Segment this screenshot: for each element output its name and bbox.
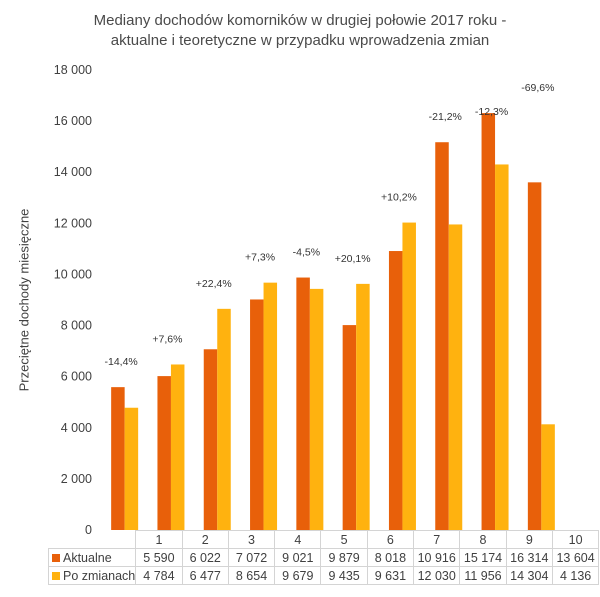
bar-po-zmianach-5 bbox=[309, 288, 324, 530]
table-value-cell: 12 030 bbox=[413, 566, 461, 585]
bar-po-zmianach-7 bbox=[402, 222, 416, 531]
bar-aktualne-8 bbox=[435, 142, 449, 530]
legend-label: Aktualne bbox=[63, 550, 112, 565]
chart-title-line-1: Mediany dochodów komorników w drugiej po… bbox=[93, 12, 507, 29]
table-category-cell: 4 bbox=[274, 530, 322, 549]
annotation-label: -12,3% bbox=[475, 106, 508, 118]
annotation-label: -21,2% bbox=[429, 111, 462, 123]
table-value-cell: 13 604 bbox=[551, 548, 600, 567]
annotation-label: +20,1% bbox=[335, 253, 371, 265]
table-value-cell: 16 314 bbox=[505, 548, 553, 567]
annotation-label: +10,2% bbox=[381, 192, 417, 204]
table-category-cell: 9 bbox=[505, 530, 553, 549]
bar-po-zmianach-2 bbox=[170, 364, 185, 530]
legend-entry: Po zmianach bbox=[47, 566, 137, 585]
y-tick-label: 6 000 bbox=[61, 370, 92, 384]
bar-aktualne-4 bbox=[250, 299, 264, 530]
chart-title-line-2: aktualne i teoretyczne w przypadku wprow… bbox=[110, 32, 490, 49]
table-value-cell: 9 021 bbox=[274, 548, 322, 567]
bar-aktualne-9 bbox=[481, 113, 496, 530]
bar-po-zmianach-6 bbox=[356, 283, 370, 530]
table-value-cell: 14 304 bbox=[505, 566, 553, 585]
bar-po-zmianach-9 bbox=[495, 164, 509, 530]
legend-label: Po zmianach bbox=[63, 568, 136, 583]
table-value-cell: 4 784 bbox=[135, 566, 183, 585]
legend-swatch bbox=[52, 553, 60, 562]
annotation-label: -4,5% bbox=[293, 247, 320, 259]
table-corner bbox=[48, 530, 137, 549]
table-category-cell: 2 bbox=[181, 530, 229, 549]
table-value-cell: 7 072 bbox=[227, 548, 276, 567]
bar-aktualne-5 bbox=[296, 277, 310, 530]
annotation-label: -14,4% bbox=[105, 356, 138, 368]
legend-swatch bbox=[52, 571, 60, 580]
y-tick-label: 18 000 bbox=[54, 63, 92, 77]
table-category-cell: 10 bbox=[551, 530, 600, 549]
bar-aktualne-6 bbox=[342, 325, 357, 530]
bar-aktualne-1 bbox=[111, 387, 125, 530]
bar-po-zmianach-1 bbox=[124, 407, 139, 530]
bar-aktualne-3 bbox=[203, 349, 218, 530]
legend-entry: Aktualne bbox=[47, 548, 137, 567]
annotation-label: +22,4% bbox=[196, 278, 232, 290]
y-tick-label: 8 000 bbox=[61, 319, 92, 333]
table-category-cell: 1 bbox=[135, 530, 183, 549]
bar-aktualne-7 bbox=[388, 251, 403, 530]
table-value-cell: 5 590 bbox=[135, 548, 183, 567]
table-value-cell: 9 679 bbox=[274, 566, 322, 585]
annotation-label: +7,6% bbox=[152, 333, 182, 345]
table-value-cell: 8 018 bbox=[366, 548, 415, 567]
table-row-po-zmianach: Po zmianach 4 784 6 477 8 654 9 679 9 435 9 63… bbox=[47, 566, 600, 585]
table-category-cell: 3 bbox=[227, 530, 276, 549]
table-value-cell: 9 435 bbox=[320, 566, 368, 585]
annotation-label: -69,6% bbox=[521, 82, 554, 94]
table-value-cell: 8 654 bbox=[227, 566, 276, 585]
y-tick-label: 14 000 bbox=[54, 165, 92, 179]
chart-title: Mediany dochodów komorników w drugiej po… bbox=[0, 11, 600, 51]
annotation-label: +7,3% bbox=[245, 252, 275, 264]
data-table: 1 2 3 4 5 6 7 8 9 10 Aktualne 5 590 6 022 7 072 9 021… bbox=[47, 530, 600, 585]
table-category-cell: 6 bbox=[366, 530, 415, 549]
y-tick-label: 4 000 bbox=[61, 421, 92, 435]
table-value-cell: 9 631 bbox=[366, 566, 415, 585]
table-row-aktualne: Aktualne 5 590 6 022 7 072 9 021 9 879 8 018 10… bbox=[47, 548, 600, 567]
bar-aktualne-10 bbox=[527, 182, 542, 530]
y-axis-ticks: 0 2 000 4 000 6 000 8 000 10 000 12 000 14 000 1… bbox=[54, 63, 92, 537]
table-category-cell: 5 bbox=[320, 530, 368, 549]
y-tick-label: 0 bbox=[85, 523, 92, 537]
table-value-cell: 6 477 bbox=[181, 566, 229, 585]
bar-aktualne-2 bbox=[157, 376, 171, 530]
y-tick-label: 2 000 bbox=[61, 472, 92, 486]
bar-po-zmianach-3 bbox=[217, 308, 231, 530]
table-category-cell: 8 bbox=[459, 530, 507, 549]
table-value-cell: 11 956 bbox=[459, 566, 507, 585]
bars bbox=[111, 113, 555, 531]
bar-po-zmianach-4 bbox=[263, 282, 278, 530]
y-tick-label: 12 000 bbox=[54, 216, 92, 230]
bar-po-zmianach-8 bbox=[448, 224, 463, 531]
y-tick-label: 16 000 bbox=[54, 114, 92, 128]
y-tick-label: 10 000 bbox=[54, 267, 92, 281]
table-value-cell: 10 916 bbox=[413, 548, 461, 567]
table-value-cell: 6 022 bbox=[181, 548, 229, 567]
table-category-cell: 7 bbox=[413, 530, 461, 549]
table-value-cell: 9 879 bbox=[320, 548, 368, 567]
table-row-categories: 1 2 3 4 5 6 7 8 9 10 bbox=[48, 530, 600, 549]
table-value-cell: 15 174 bbox=[459, 548, 507, 567]
bar-po-zmianach-10 bbox=[541, 424, 555, 530]
annotations: -14,4% +7,6% +22,4% +7,3% -4,5% +20,1% +10,2% -… bbox=[105, 82, 555, 368]
table-value-cell: 4 136 bbox=[551, 566, 600, 585]
